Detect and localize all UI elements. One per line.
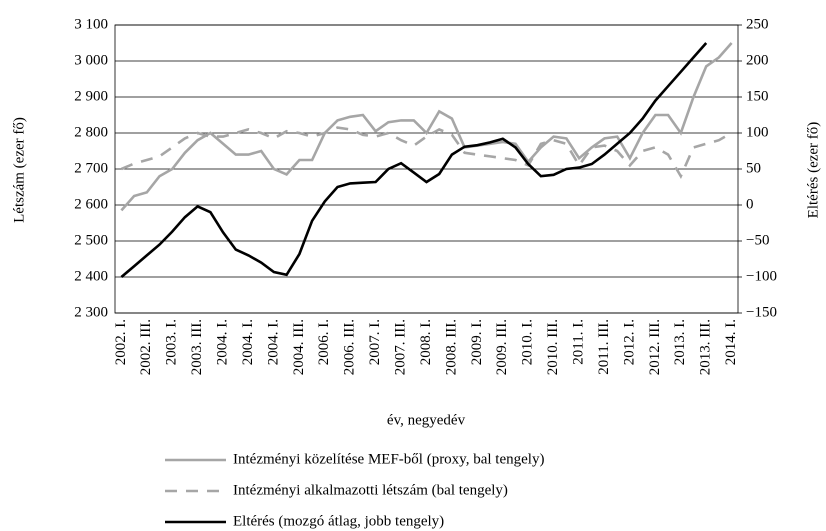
- y-tick-label: 2 900: [74, 88, 108, 104]
- y2-tick-label: −50: [746, 232, 769, 248]
- y2-tick-label: 50: [746, 160, 761, 176]
- x-tick-label: 2012. I.: [621, 319, 637, 365]
- y-tick-label: 2 500: [74, 232, 108, 248]
- x-tick-label: 2002. I.: [113, 319, 129, 365]
- x-axis-label: év, negyedév: [387, 412, 466, 428]
- x-tick-label: 2004. I.: [215, 319, 231, 365]
- y-tick-label: 3 100: [74, 16, 108, 32]
- x-tick-label: 2008. III.: [443, 319, 459, 375]
- y2-tick-label: 150: [746, 88, 769, 104]
- x-tick-label: 2004. III.: [291, 319, 307, 375]
- series-line: [120, 42, 733, 212]
- x-tick-label: 2009. III.: [494, 319, 510, 375]
- y2-tick-label: 200: [746, 52, 769, 68]
- legend-label: Intézményi alkalmazotti létszám (bal ten…: [233, 482, 508, 498]
- x-tick-label: 2013. I.: [672, 319, 688, 365]
- plot-border: [114, 24, 739, 314]
- series-line: [120, 42, 708, 278]
- x-tick-label: 2004. I.: [240, 319, 256, 365]
- x-tick-label: 2006. I.: [316, 319, 332, 365]
- legend-label: Eltérés (mozgó átlag, jobb tengely): [233, 513, 444, 529]
- y2-axis-label: Eltérés (ezer fő): [805, 122, 821, 219]
- y-axis-label: Létszám (ezer fő): [11, 117, 27, 223]
- x-tick-label: 2009. I.: [469, 319, 485, 365]
- x-tick-label: 2003. I.: [164, 319, 180, 365]
- x-tick-label: 2007. III.: [393, 319, 409, 375]
- x-tick-label: 2006. III.: [342, 319, 358, 375]
- x-tick-label: 2002. III.: [138, 319, 154, 375]
- y-tick-label: 2 400: [74, 268, 108, 284]
- y2-tick-label: 100: [746, 124, 769, 140]
- y2-tick-label: −150: [746, 304, 777, 320]
- y-tick-label: 2 700: [74, 160, 108, 176]
- x-tick-label: 2007. I.: [367, 319, 383, 365]
- y2-tick-label: −100: [746, 268, 777, 284]
- legend-label: Intézményi közelítése MEF-ből (proxy, ba…: [233, 451, 544, 467]
- y-tick-label: 3 000: [74, 52, 108, 68]
- y-tick-label: 2 300: [74, 304, 108, 320]
- x-tick-label: 2011. I.: [571, 319, 587, 365]
- y-tick-label: 2 600: [74, 196, 108, 212]
- y2-tick-label: 0: [746, 196, 754, 212]
- x-tick-label: 2003. III.: [189, 319, 205, 375]
- x-tick-label: 2013. III.: [698, 319, 714, 375]
- x-tick-label: 2014. I.: [723, 319, 739, 365]
- series-line: [120, 126, 733, 180]
- y2-tick-label: 250: [746, 16, 769, 32]
- x-tick-label: 2010. III.: [545, 319, 561, 375]
- x-tick-label: 2011. III.: [596, 319, 612, 375]
- x-tick-label: 2008. I.: [418, 319, 434, 365]
- x-tick-label: 2004. I.: [265, 319, 281, 365]
- x-tick-label: 2012. III.: [647, 319, 663, 375]
- y-tick-label: 2 800: [74, 124, 108, 140]
- x-tick-label: 2010. I.: [520, 319, 536, 365]
